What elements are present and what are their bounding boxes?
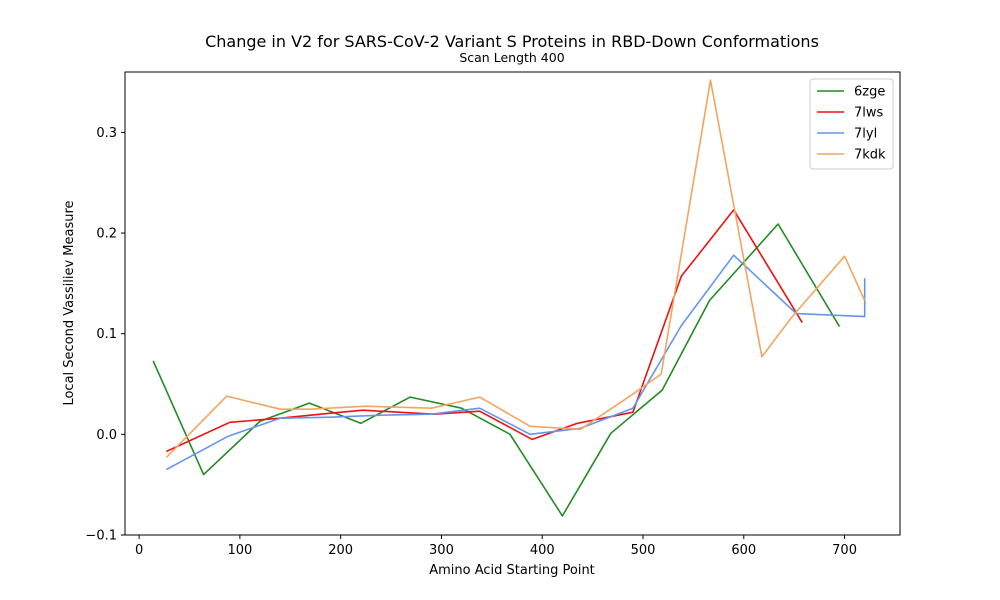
legend-label: 7lyl xyxy=(854,127,877,142)
y-tick-label: 0.1 xyxy=(96,327,117,342)
y-axis: −0.1 0.0 0.1 0.2 0.3 xyxy=(85,126,125,544)
x-tick-label: 200 xyxy=(328,543,353,558)
x-tick-label: 400 xyxy=(530,543,555,558)
series-lines xyxy=(152,79,866,517)
y-tick-label: 0.3 xyxy=(96,126,117,141)
legend-label: 7kdk xyxy=(854,148,886,163)
x-tick-label: 500 xyxy=(631,543,656,558)
x-tick-label: 600 xyxy=(731,543,756,558)
legend: 6zge 7lws 7lyl 7kdk xyxy=(809,78,894,170)
chart-title: Change in V2 for SARS-CoV-2 Variant S Pr… xyxy=(205,32,819,51)
plot-frame xyxy=(124,71,901,536)
x-axis-label: Amino Acid Starting Point xyxy=(429,563,595,578)
x-tick-label: 700 xyxy=(832,543,857,558)
series-line-7kdk xyxy=(165,79,866,459)
y-tick-label: 0.2 xyxy=(96,227,117,242)
series-line-7lws xyxy=(165,209,803,453)
chart-subtitle: Scan Length 400 xyxy=(459,50,564,65)
legend-label: 6zge xyxy=(854,85,885,100)
legend-label: 7lws xyxy=(854,106,884,121)
y-axis-label: Local Second Vassiliev Measure xyxy=(62,200,77,405)
y-tick-label: 0.0 xyxy=(96,428,117,443)
x-tick-label: 300 xyxy=(429,543,454,558)
y-tick-label: −0.1 xyxy=(85,529,117,544)
x-tick-label: 100 xyxy=(227,543,252,558)
legend-box xyxy=(809,78,894,170)
series-line-6zge xyxy=(152,223,841,517)
x-tick-label: 0 xyxy=(135,543,143,558)
x-axis: 0 100 200 300 400 500 600 700 xyxy=(135,535,857,558)
series-line-7lyl xyxy=(165,254,866,471)
